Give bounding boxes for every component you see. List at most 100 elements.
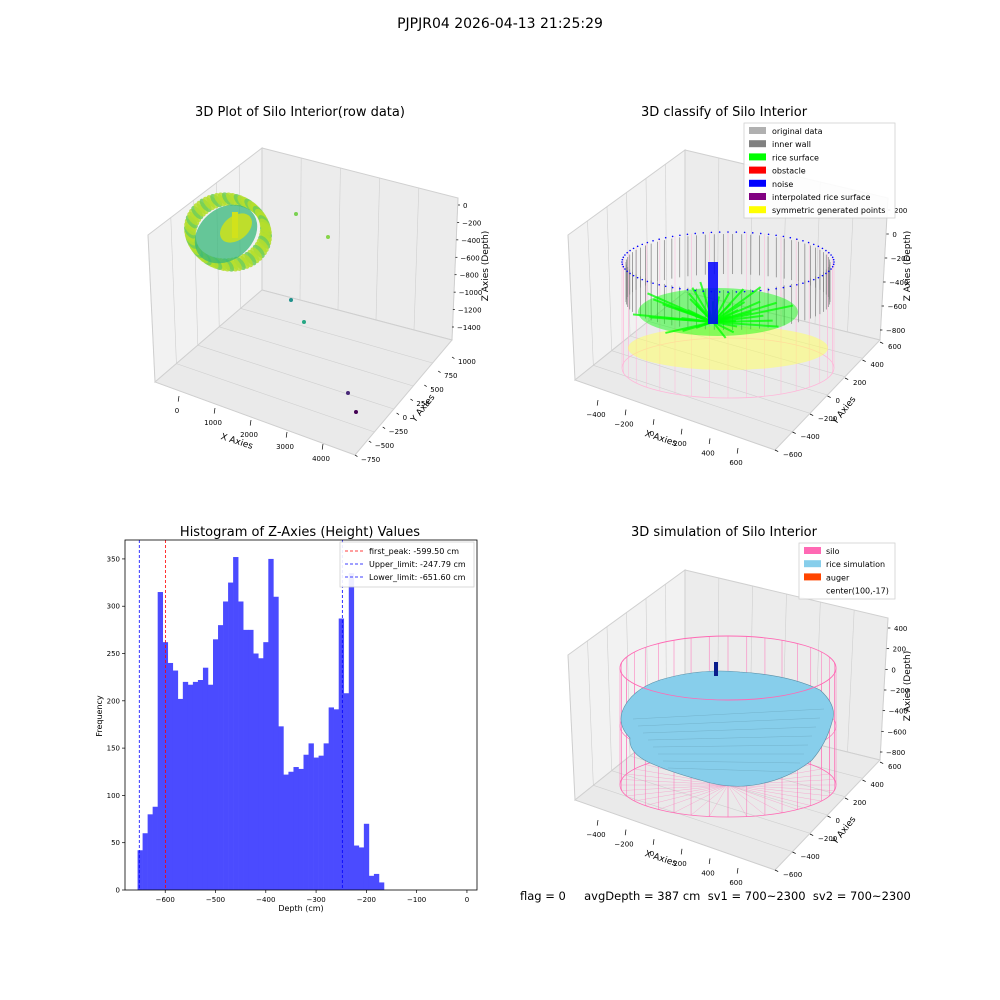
classify-noise-point — [710, 290, 713, 293]
histogram-bar — [358, 847, 365, 890]
classify-noise-point — [641, 278, 644, 281]
classify-z-tick-label: −200 — [891, 255, 910, 263]
classify-symmetric-points — [628, 326, 828, 370]
simulation-legend-label: auger — [826, 573, 850, 582]
histogram-bar — [207, 684, 214, 890]
classify-legend-swatch — [749, 140, 766, 148]
raw-grid-line — [261, 289, 453, 341]
raw-y-tick-mark — [354, 454, 358, 457]
histogram-bar — [248, 629, 254, 890]
classify-noise-point — [658, 238, 660, 240]
histogram-bar — [378, 882, 385, 890]
simulation-x-tick-label: 200 — [673, 860, 686, 868]
simulation-silo-floor-line — [727, 784, 811, 806]
classify-noise-point — [658, 284, 660, 286]
simulation-legend-label: silo — [826, 547, 840, 556]
classify-noise-point — [622, 256, 625, 259]
simulation-silo-floor-line — [709, 784, 729, 817]
classify-x-tick-label: 600 — [729, 459, 742, 467]
simulation-z-tick-label: −400 — [889, 708, 908, 716]
histogram-bar — [253, 653, 259, 890]
simulation-z-tick-label: 400 — [894, 625, 907, 633]
simulation-y-tick-label: −200 — [818, 835, 837, 843]
histogram-bar — [308, 743, 314, 890]
histogram-title: Histogram of Z-Axies (Height) Values — [180, 525, 420, 540]
simulation-y-tick-mark — [809, 833, 814, 836]
raw-x-tick-label: 4000 — [312, 455, 330, 463]
classify-noise-point — [831, 256, 834, 259]
classify-noise-point — [636, 245, 639, 248]
classify-noise-point — [686, 233, 689, 236]
classify-noise-point — [831, 265, 834, 268]
histogram-bar — [152, 806, 158, 890]
classify-noise-point — [789, 236, 792, 239]
classify-noise-point — [664, 236, 667, 239]
histogram-y-tick-label: 100 — [107, 792, 120, 800]
histogram-y-tick-label: 200 — [107, 697, 120, 705]
simulation-rice-mesh-line — [667, 767, 797, 773]
classify-x-tick-mark — [708, 438, 711, 445]
histogram-bar — [333, 709, 340, 890]
simulation-rice-mesh-line — [662, 760, 801, 764]
histogram-axes-frame — [124, 539, 478, 891]
classify-z-tick-label: −600 — [888, 303, 907, 311]
simulation-silo-floor-line — [658, 784, 729, 810]
simulation-y-tick-label: 400 — [871, 781, 884, 789]
classify-noise-point — [821, 247, 824, 250]
simulation-plot-title: 3D simulation of Silo Interior — [631, 525, 818, 540]
raw-z-tick-label: −1400 — [457, 324, 481, 332]
classify-y-tick-label: −400 — [801, 433, 820, 441]
raw-x-tick-mark — [249, 419, 252, 426]
simulation-silo-floor-line — [645, 784, 729, 806]
simulation-rice-surface — [620, 670, 834, 787]
histogram-bar — [283, 774, 289, 890]
simulation-silo-floor-line — [673, 784, 729, 813]
raw-y-tick-mark — [451, 356, 455, 359]
classify-grid-line — [574, 379, 776, 451]
classify-noise-point — [775, 287, 777, 290]
raw-y-tick-label: −750 — [361, 456, 380, 464]
histogram-bar — [368, 875, 375, 890]
simulation-y-tick-label: 0 — [836, 817, 840, 825]
raw-grid-line — [451, 197, 459, 341]
classify-noise-point — [652, 282, 654, 285]
classify-noise-point — [646, 280, 649, 283]
simulation-y-tick-label: 200 — [853, 799, 866, 807]
simulation-legend: silo rice simulation auger center(100,-17) — [798, 542, 896, 600]
classify-z-ticks: 200 0 −200 −400 −600 −800 — [880, 207, 910, 335]
histogram-bar — [182, 681, 189, 890]
simulation-y-tick-label: 600 — [888, 763, 901, 771]
histogram-legend-label: Lower_limit: -651.60 cm — [369, 573, 466, 582]
histogram-bar — [238, 601, 244, 890]
histogram-bar — [313, 757, 319, 890]
classify-noise-point — [817, 245, 820, 248]
simulation-y-tick-mark — [774, 869, 779, 872]
classify-x-tick-mark — [596, 399, 599, 406]
classify-legend-swatch — [749, 153, 766, 161]
histogram-bar — [348, 573, 355, 890]
histogram-bar — [187, 684, 194, 890]
histogram-x-tick-label: −600 — [156, 896, 175, 904]
raw-grid-line — [240, 308, 433, 364]
simulation-z-tick-label: −800 — [886, 749, 905, 757]
histogram-y-tick-label: 250 — [107, 650, 120, 658]
classify-grid-line — [567, 234, 576, 381]
simulation-grid-line — [879, 617, 889, 761]
classify-rice-surface-ray — [712, 304, 794, 323]
raw-grid-line — [154, 381, 356, 456]
classify-noise-point — [671, 286, 674, 289]
simulation-y-tick-mark — [879, 761, 884, 764]
classify-grid-line — [665, 164, 667, 307]
figure-title: PJPJR04 2026-04-13 21:25:29 — [397, 16, 603, 32]
classify-noise-point — [789, 285, 792, 288]
histogram-x-tick-label: −200 — [357, 896, 376, 904]
histogram-bar — [363, 823, 370, 890]
raw-z-tick-label: 0 — [463, 202, 467, 210]
histogram-bar — [177, 698, 184, 890]
classify-noise-point — [812, 278, 815, 281]
classify-noise-column — [708, 262, 718, 324]
histogram-y-tick-label: 300 — [107, 603, 120, 611]
